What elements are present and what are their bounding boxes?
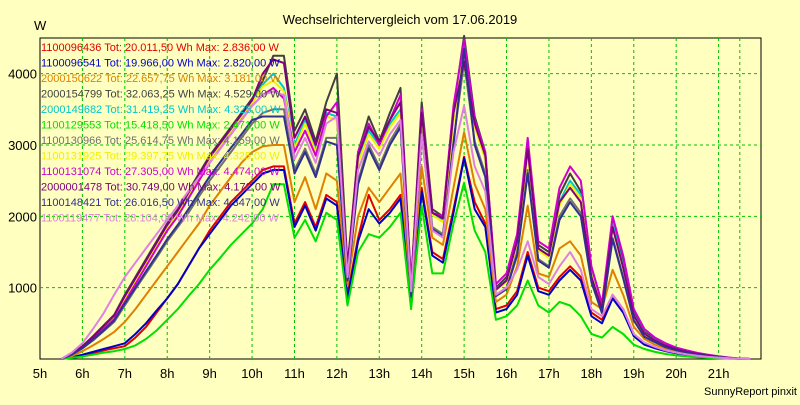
legend-entry: 1100096541 Tot: 19.966,00 Wh Max: 2.820,…	[41, 58, 280, 70]
x-tick-label: 9h	[202, 366, 216, 381]
y-tick-label: 1000	[8, 281, 37, 296]
x-tick-label: 21h	[708, 366, 730, 381]
x-tick-label: 12h	[326, 366, 348, 381]
legend-entry: 2000154799 Tot: 32.063,25 Wh Max: 4.529,…	[41, 89, 281, 101]
x-tick-label: 5h	[33, 366, 47, 381]
legend-entry: 1100131925 Tot: 29.397,75 Wh Max: 4.325,…	[41, 151, 280, 163]
x-tick-label: 14h	[411, 366, 433, 381]
x-tick-label: 17h	[538, 366, 560, 381]
y-tick-label: 2000	[8, 209, 37, 224]
series-line-5	[61, 181, 751, 360]
legend-entry: 1100131074 Tot: 27.305,00 Wh Max: 4.474,…	[41, 166, 280, 178]
tick-label-layer: 5h 6h 7h 8h 9h 10h 11h 12h 13h 14h 15h 16h 17h 18h 19h…	[8, 67, 729, 381]
series-layer	[60, 34, 751, 360]
x-tick-label: 10h	[241, 366, 263, 381]
series-line-1	[61, 156, 751, 360]
legend-entry: 1100096436 Tot: 20.011,50 Wh Max: 2.836,…	[41, 42, 280, 54]
x-tick-label: 16h	[496, 366, 518, 381]
legend-entry: 1100130966 Tot: 25.614,75 Wh Max: 4.159,…	[41, 135, 280, 147]
legend-entry: 2000001478 Tot: 30.749,00 Wh Max: 4.172,…	[41, 182, 281, 194]
legend-entry: 1100148421 Tot: 26.016,50 Wh Max: 4.347,…	[41, 197, 280, 209]
legend-entry: 1100129553 Tot: 15.418,50 Wh Max: 2.471,…	[41, 120, 280, 132]
x-tick-label: 13h	[368, 366, 390, 381]
legend-entry: 2000150622 Tot: 22.657,75 Wh Max: 3.181,…	[41, 73, 281, 85]
series-line-2	[60, 131, 751, 360]
y-axis-unit-label: W	[34, 18, 47, 33]
x-tick-label: 20h	[665, 366, 687, 381]
legend-entry: 1100119477 Tot: 28.104,00 Wh Max: 4.242,…	[41, 213, 280, 225]
x-tick-label: 7h	[118, 366, 132, 381]
x-tick-label: 6h	[75, 366, 89, 381]
x-tick-label: 15h	[453, 366, 475, 381]
x-tick-label: 19h	[623, 366, 645, 381]
y-tick-label: 4000	[8, 67, 37, 82]
x-tick-label: 18h	[581, 366, 603, 381]
legend-entry: 2000149682 Tot: 31.419,25 Wh Max: 4.325,…	[41, 104, 281, 116]
chart-title: Wechselrichtervergleich vom 17.06.2019	[283, 12, 518, 27]
footer-credit: SunnyReport pinxit	[704, 386, 797, 398]
y-tick-label: 3000	[8, 138, 37, 153]
x-tick-label: 11h	[284, 366, 305, 381]
x-tick-label: 8h	[160, 366, 174, 381]
series-line-11	[60, 90, 751, 360]
legend: 1100096436 Tot: 20.011,50 Wh Max: 2.836,…	[41, 42, 281, 225]
